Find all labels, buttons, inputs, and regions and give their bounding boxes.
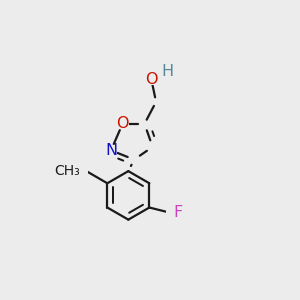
FancyBboxPatch shape <box>166 208 178 217</box>
FancyBboxPatch shape <box>145 75 158 85</box>
Text: N: N <box>105 143 117 158</box>
Text: F: F <box>173 205 182 220</box>
Text: O: O <box>145 72 158 87</box>
FancyBboxPatch shape <box>71 164 88 177</box>
FancyBboxPatch shape <box>116 119 129 129</box>
Text: H: H <box>161 64 174 79</box>
FancyBboxPatch shape <box>162 68 173 76</box>
Text: CH₃: CH₃ <box>55 164 80 178</box>
FancyBboxPatch shape <box>104 146 118 155</box>
Text: O: O <box>116 116 129 131</box>
